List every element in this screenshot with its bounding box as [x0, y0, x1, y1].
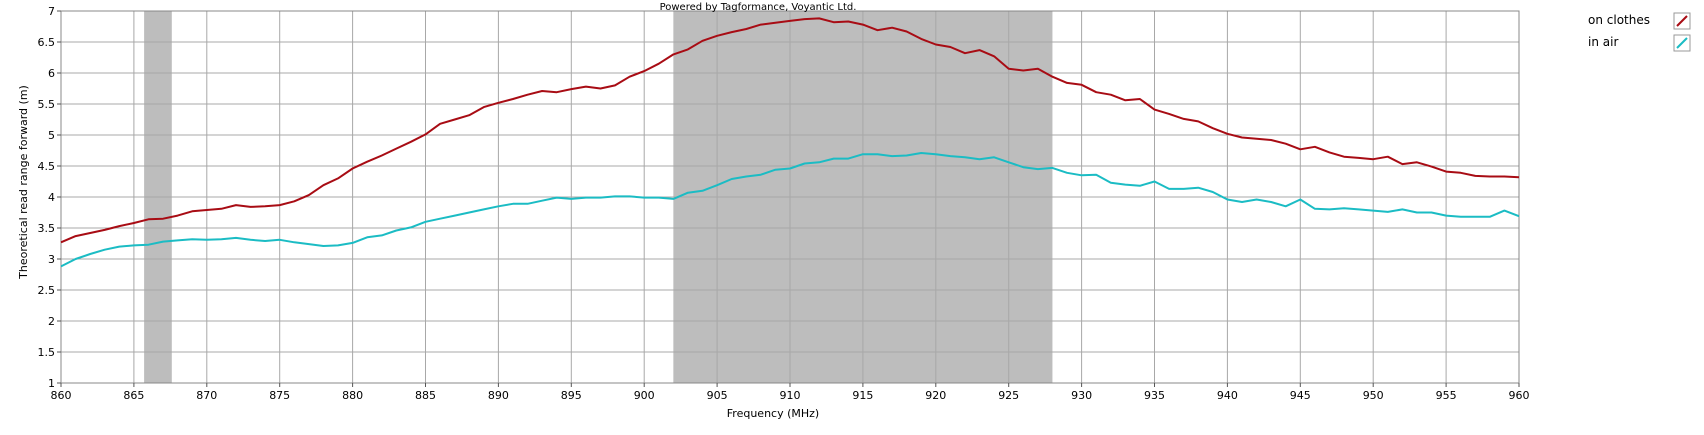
x-tick-label: 915 — [852, 389, 873, 402]
x-axis-title: Frequency (MHz) — [727, 407, 819, 420]
y-tick-label: 4 — [48, 191, 55, 204]
x-tick-label: 870 — [196, 389, 217, 402]
series-lines — [60, 17, 1520, 268]
y-tick-label: 6.5 — [38, 36, 56, 49]
y-tick-label: 5.5 — [38, 98, 56, 111]
x-tick-label: 860 — [51, 389, 72, 402]
x-tick-label: 940 — [1217, 389, 1238, 402]
legend-label-on-clothes: on clothes — [1588, 13, 1650, 27]
y-tick-label: 5 — [48, 129, 55, 142]
y-axis-title: Theoretical read range forward (m) — [17, 85, 30, 280]
legend-swatch-line — [1676, 15, 1688, 27]
legend-swatch-line — [1676, 37, 1688, 49]
legend-label-in-air: in air — [1588, 35, 1618, 49]
y-tick-label: 1 — [48, 377, 55, 390]
x-tick-label: 865 — [123, 389, 144, 402]
x-tick-label: 945 — [1290, 389, 1311, 402]
x-tick-label: 910 — [780, 389, 801, 402]
y-tick-label: 7 — [48, 5, 55, 18]
x-tick-label: 920 — [925, 389, 946, 402]
x-tick-label: 875 — [269, 389, 290, 402]
series-line-on-clothes — [60, 17, 1520, 244]
x-tick-label: 960 — [1509, 389, 1530, 402]
x-tick-label: 900 — [634, 389, 655, 402]
x-tick-label: 890 — [488, 389, 509, 402]
y-tick-label: 4.5 — [38, 160, 56, 173]
y-tick-label: 1.5 — [38, 346, 56, 359]
x-tick-label: 885 — [415, 389, 436, 402]
x-tick-label: 955 — [1436, 389, 1457, 402]
x-tick-labels: 860 865 870 875 880 885 890 895 900 905 910 915 920 9… — [51, 383, 1530, 402]
grid-lines — [60, 10, 1520, 384]
y-tick-label: 3.5 — [38, 222, 56, 235]
x-tick-label: 895 — [561, 389, 582, 402]
y-tick-label: 3 — [48, 253, 55, 266]
x-tick-label: 950 — [1363, 389, 1384, 402]
x-tick-label: 880 — [342, 389, 363, 402]
x-tick-label: 905 — [707, 389, 728, 402]
y-tick-label: 6 — [48, 67, 55, 80]
y-tick-label: 2.5 — [38, 284, 56, 297]
x-tick-label: 935 — [1144, 389, 1165, 402]
y-tick-labels: 1 1.5 2 2.5 3 3.5 4 4.5 5 5.5 6 6.5 7 — [38, 5, 61, 390]
x-tick-label: 930 — [1071, 389, 1092, 402]
series-line-in-air — [60, 152, 1520, 268]
x-tick-label: 925 — [998, 389, 1019, 402]
legend: on clothes in air — [1588, 12, 1691, 52]
y-tick-label: 2 — [48, 315, 55, 328]
credit-text: Powered by Tagformance, Voyantic Ltd. — [660, 2, 857, 13]
